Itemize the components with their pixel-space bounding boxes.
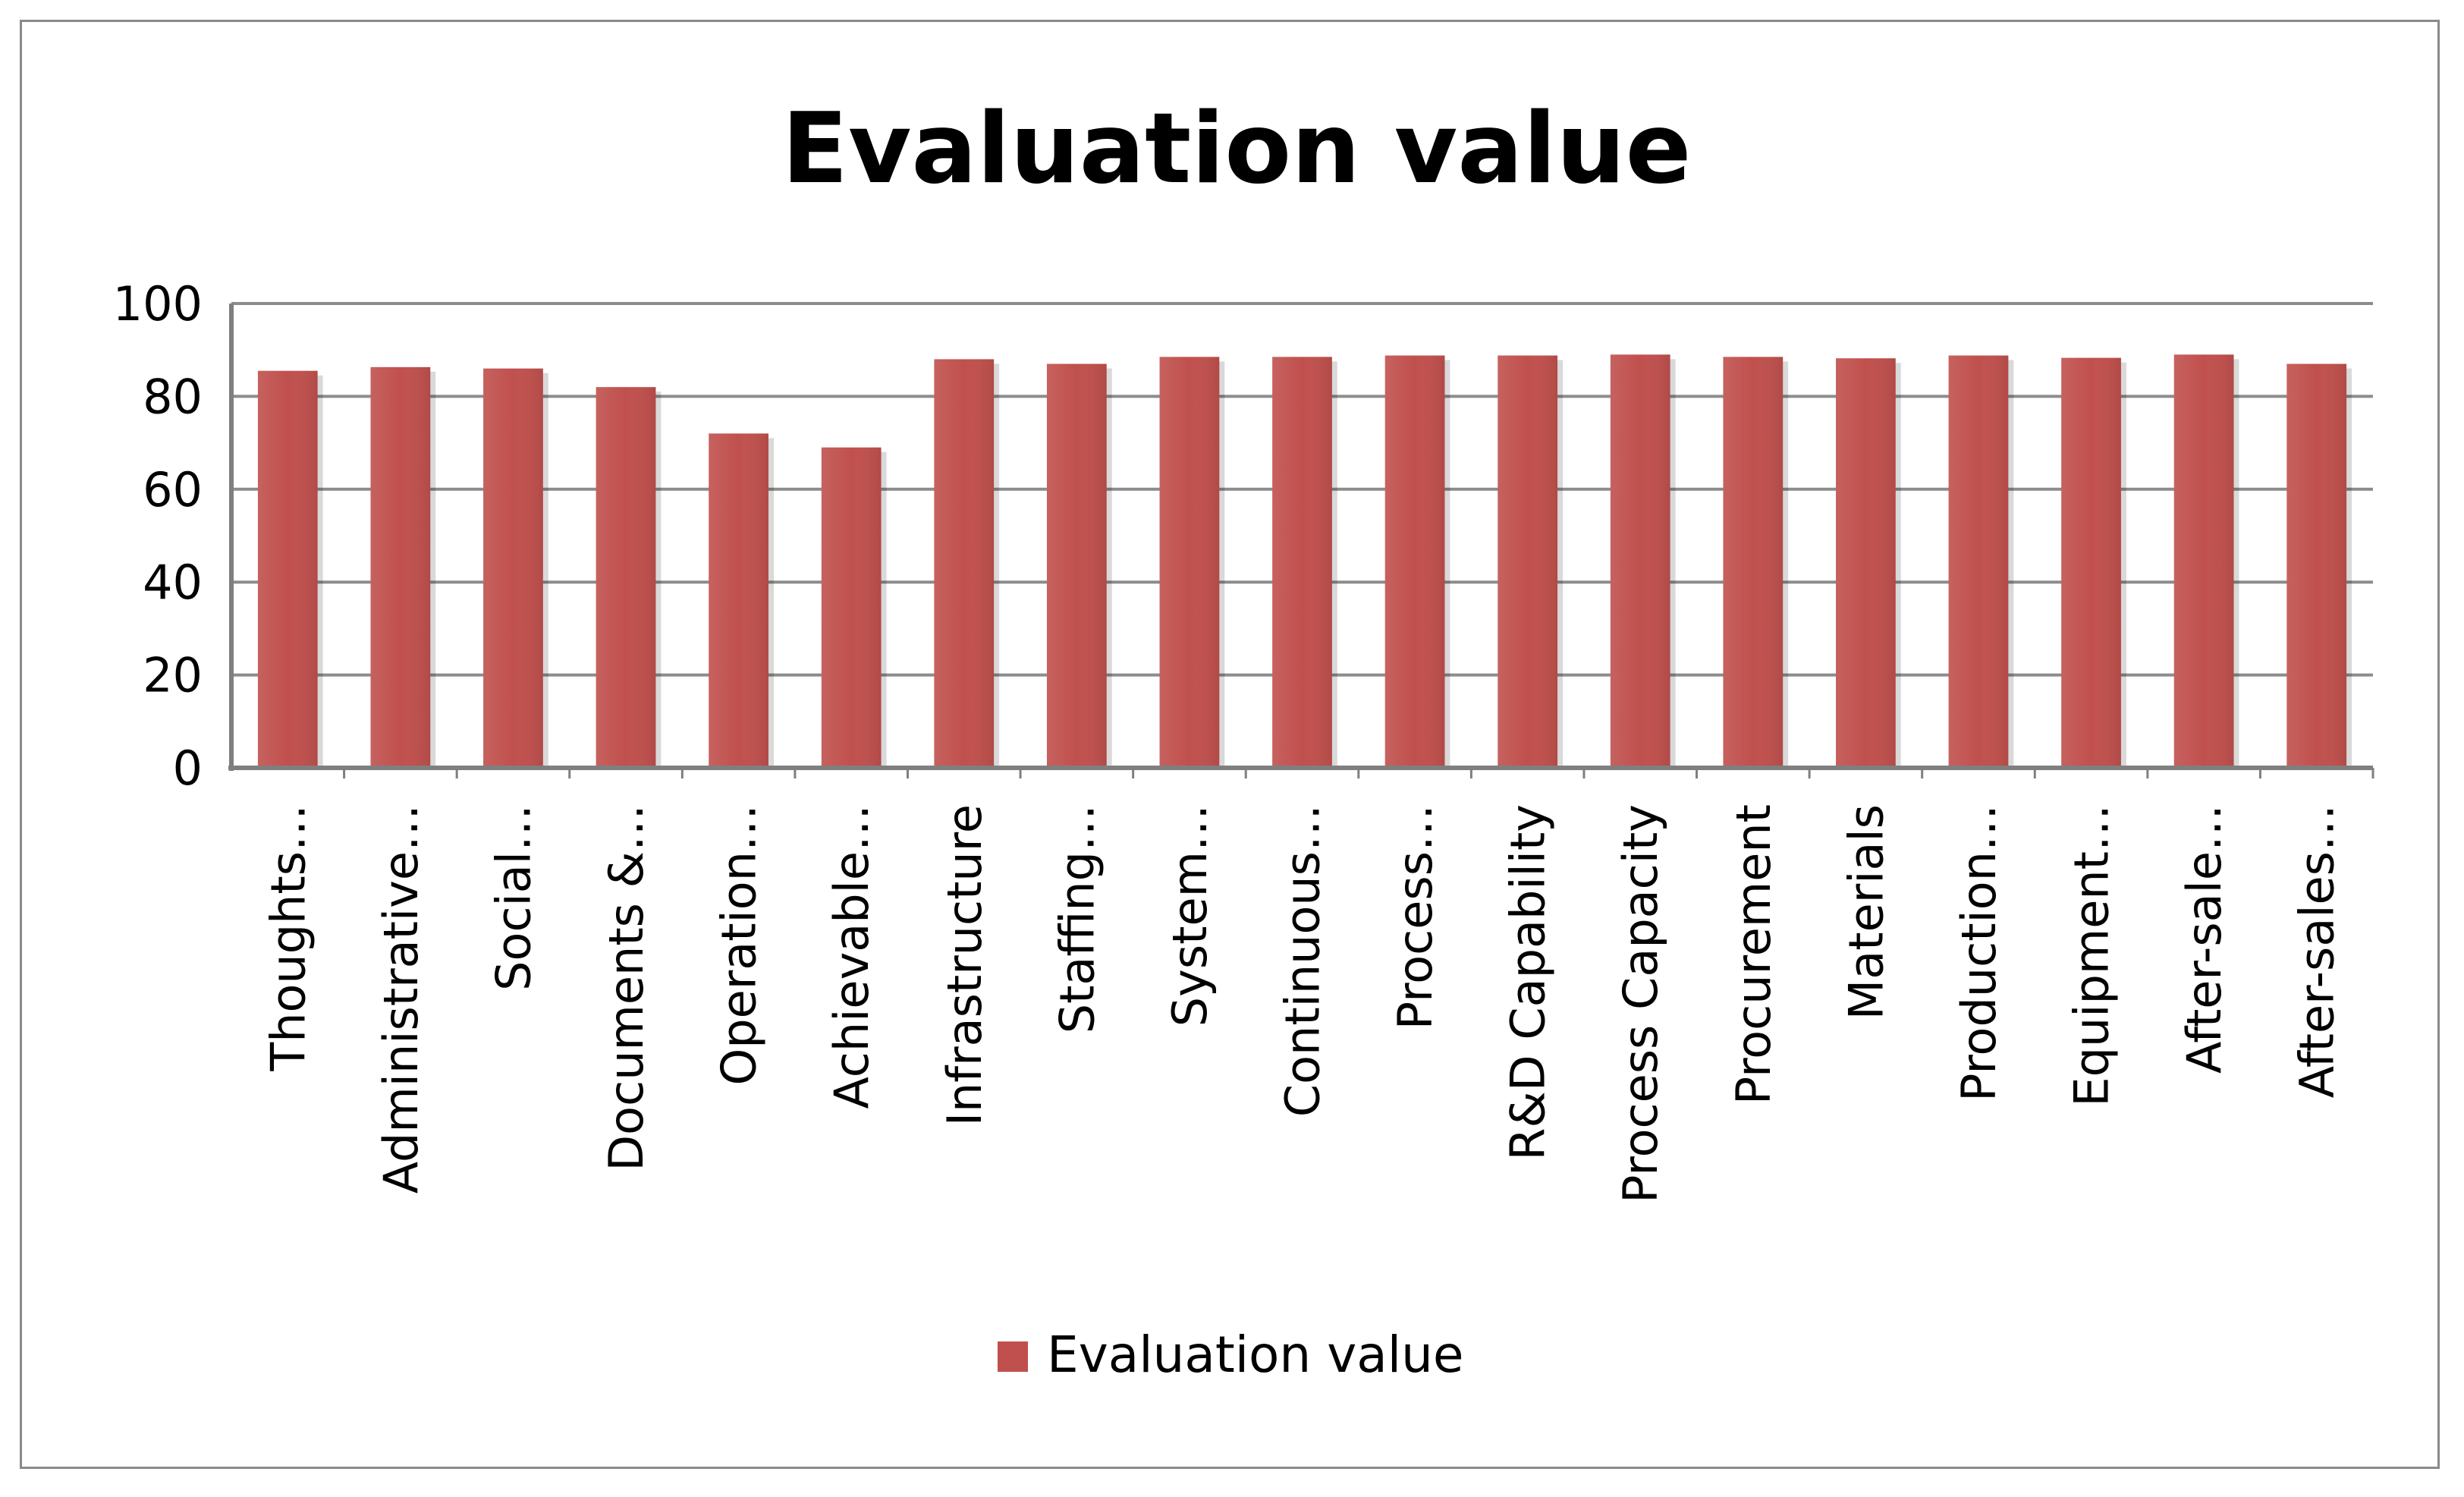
- x-tick-label: Staffing…: [1049, 804, 1105, 1033]
- legend-swatch: [998, 1341, 1028, 1372]
- y-tick-label: 100: [113, 276, 203, 332]
- x-tick-label: Administrative…: [373, 804, 429, 1194]
- bar-highlight: [1384, 355, 1445, 768]
- x-tick-label: Achievable…: [824, 804, 879, 1109]
- bar-highlight: [596, 387, 656, 768]
- x-tick-label: After-sales…: [2290, 804, 2345, 1098]
- x-tick-label: Procurement: [1726, 804, 1781, 1105]
- x-tick-label: Continuous…: [1275, 804, 1331, 1117]
- x-tick-label: Process…: [1388, 804, 1443, 1030]
- bar-highlight: [1948, 355, 2009, 768]
- bar-highlight: [1159, 357, 1220, 768]
- axis-layer: [228, 303, 2374, 778]
- bar-highlight: [1046, 363, 1107, 768]
- y-tick-label: 0: [173, 741, 203, 796]
- labels-layer: 0 20 40 60 80 100 Thoughts… Administrative… Soci…: [113, 276, 2345, 1203]
- x-tick-label: Materials: [1838, 804, 1894, 1020]
- bar-highlight: [821, 447, 882, 768]
- y-tick-label: 80: [143, 369, 203, 424]
- x-tick-label: Social…: [486, 804, 541, 991]
- bar-highlight: [934, 359, 995, 768]
- bar-highlight: [1272, 357, 1332, 768]
- bar-highlight: [2061, 357, 2121, 768]
- x-tick-label: Process Capacity: [1613, 804, 1668, 1203]
- bar-highlight: [1723, 357, 1784, 768]
- x-tick-label: System…: [1162, 804, 1218, 1027]
- bar-highlight: [2286, 363, 2347, 768]
- chart-title: Evaluation value: [782, 93, 1692, 206]
- bar-highlight: [370, 366, 431, 768]
- x-tick-label: R&D Capability: [1501, 804, 1556, 1161]
- x-tick-label: Documents &…: [599, 804, 654, 1171]
- x-tick-label: Equipment…: [2064, 804, 2120, 1107]
- x-tick-label: Operation…: [712, 804, 767, 1086]
- bar-highlight: [257, 370, 318, 768]
- legend: Evaluation value: [998, 1326, 1464, 1384]
- x-tick-label: Infrastructure: [937, 804, 992, 1126]
- legend-label: Evaluation value: [1047, 1326, 1464, 1384]
- y-tick-label: 20: [143, 648, 203, 703]
- x-tick-label: Thoughts…: [260, 804, 316, 1072]
- bar-highlight: [483, 368, 543, 768]
- bar-highlight: [709, 433, 768, 768]
- bar-highlight: [1498, 355, 1558, 768]
- y-tick-label: 60: [143, 462, 203, 517]
- bar-highlight: [2173, 354, 2234, 768]
- bars-layer: [257, 354, 2352, 768]
- x-tick-label: Production…: [1951, 804, 2007, 1102]
- x-tick-label: After-sale…: [2176, 804, 2232, 1074]
- bar-highlight: [1836, 358, 1896, 768]
- bar-highlight: [1610, 354, 1670, 768]
- y-tick-label: 40: [143, 555, 203, 610]
